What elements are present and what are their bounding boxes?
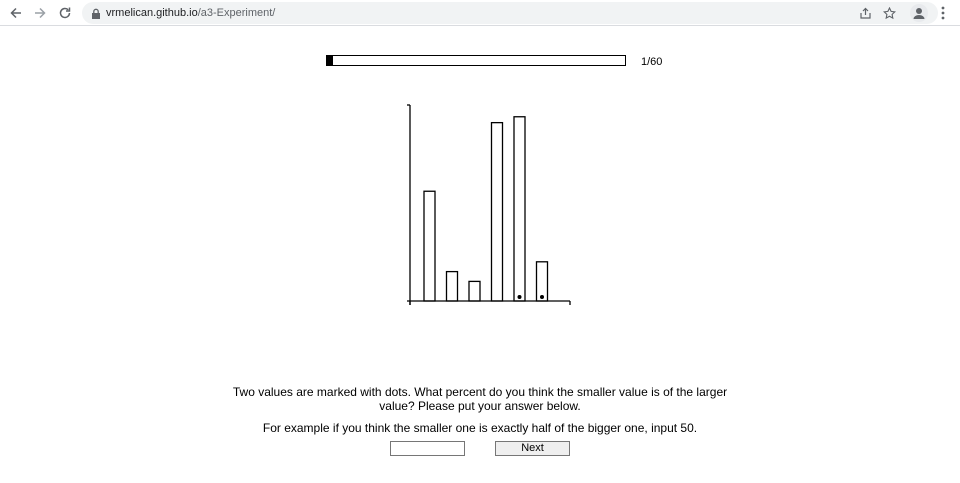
bar-5 [513, 116, 526, 302]
bar-4 [490, 121, 504, 302]
reload-icon[interactable] [56, 4, 74, 22]
url-host: vrmelican.github.io [106, 7, 198, 19]
progress-bar [326, 55, 626, 66]
instructions-text: Two values are marked with dots. What pe… [230, 385, 730, 413]
chart-bars [423, 116, 549, 302]
avatar-icon[interactable] [910, 4, 928, 22]
instructions-example: For example if you think the smaller one… [262, 421, 698, 435]
progress-fill [327, 56, 333, 65]
instructions-question: Two values are marked with dots. What pe… [232, 385, 728, 413]
marker-dot-5 [517, 295, 522, 299]
bar-2 [445, 270, 459, 302]
progress-label: 1/60 [641, 56, 663, 68]
lock-icon[interactable] [91, 7, 103, 19]
url-path: /a3-Experiment/ [197, 7, 276, 19]
bar-chart [407, 104, 571, 305]
browser-toolbar: vrmelican.github.io/a3-Experiment/ [0, 0, 960, 26]
marker-dot-6 [540, 295, 544, 299]
chart-marker-dots [517, 295, 544, 299]
bar-3 [468, 280, 481, 302]
back-arrow-icon[interactable] [7, 4, 25, 22]
answer-input[interactable] [390, 441, 465, 456]
next-button[interactable]: Next [495, 441, 570, 456]
forward-arrow-icon[interactable] [31, 4, 49, 22]
url-text[interactable]: vrmelican.github.io/a3-Experiment/ [106, 6, 275, 20]
star-icon[interactable] [881, 5, 897, 21]
kebab-menu-icon[interactable] [936, 4, 950, 22]
address-bar[interactable]: vrmelican.github.io/a3-Experiment/ [82, 2, 938, 24]
bar-1 [423, 190, 436, 302]
share-icon[interactable] [857, 5, 873, 21]
